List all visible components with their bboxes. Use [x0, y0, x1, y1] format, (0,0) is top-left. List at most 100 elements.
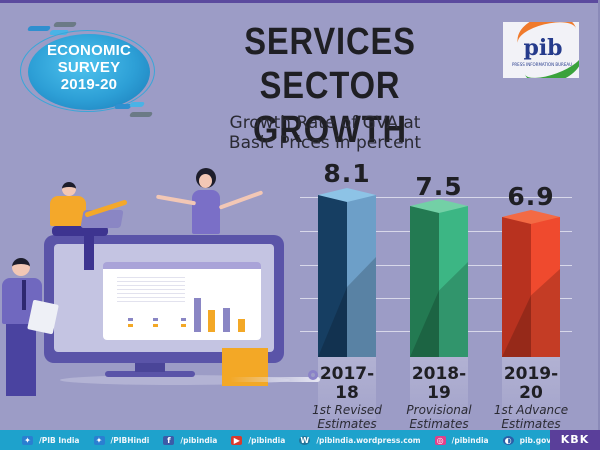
footer-label: /pibindia: [180, 435, 218, 445]
mini-legend: [181, 318, 186, 321]
estimate-note-part: Estimates: [409, 417, 469, 431]
footer-label: /pibindia: [248, 435, 286, 445]
pib-logo: pib PRESS INFORMATION BUREAU: [503, 22, 579, 78]
mini-legend: [128, 318, 133, 321]
year-label-part: 2019-: [503, 364, 559, 384]
person-yellow-shirt: [50, 196, 86, 226]
page-title: SERVICES SECTOR GROWTH: [175, 20, 485, 152]
twitter-icon: ✦: [93, 435, 105, 445]
subtitle-line-1: Growth Rate of GVA at: [229, 113, 421, 133]
person-arm: [218, 190, 264, 210]
estimate-note-2019-20: 1st Advance Estimates: [481, 403, 581, 431]
bar-front-face: [502, 217, 531, 357]
person-head: [12, 258, 30, 276]
year-label-2018-19: 2018- 19: [399, 365, 479, 403]
mini-bar: [208, 310, 215, 332]
bar-pedestal: [410, 357, 468, 419]
wordpress-icon: W: [299, 435, 311, 445]
footer-website[interactable]: ◐ pib.gov.in: [502, 435, 561, 445]
footer-instagram[interactable]: ◎ /pibindia: [434, 435, 489, 445]
youtube-icon: ▶: [231, 435, 243, 445]
person-legs: [84, 232, 94, 270]
bar-pedestal: [502, 357, 560, 419]
ring-decoration: [308, 370, 318, 380]
estimate-note-part: Provisional: [406, 403, 472, 417]
year-label-part: 20: [519, 383, 543, 403]
bar-side-face: [531, 217, 560, 357]
estimate-note-part: Estimates: [317, 417, 377, 431]
badge-line-economic: ECONOMIC: [46, 42, 132, 59]
chart-subtitle: Growth Rate of GVA at Basic Prices in pe…: [175, 113, 475, 153]
year-label-part: 19: [427, 383, 451, 403]
footer-twitter-pibindia[interactable]: ✦ /PIB India: [22, 435, 80, 445]
estimate-note-2018-19: Provisional Estimates: [389, 403, 489, 431]
bar-pedestal: [318, 357, 376, 419]
estimate-note-part: 1st Revised: [312, 403, 382, 417]
light-streak: [230, 377, 320, 382]
footer-youtube[interactable]: ▶ /pibindia: [231, 435, 286, 445]
monitor-stand-neck: [135, 363, 165, 372]
year-label-2019-20: 2019- 20: [491, 365, 571, 403]
year-label-part: 18: [335, 383, 359, 403]
badge-dash-decoration: [52, 22, 78, 27]
person-arm: [155, 194, 197, 206]
value-label-2019-20: 6.9: [507, 182, 555, 211]
kbk-tag: KBK: [550, 430, 600, 450]
bar-top-face: [318, 188, 376, 202]
footer-facebook[interactable]: f /pibindia: [163, 435, 218, 445]
facebook-icon: f: [163, 435, 175, 445]
bar-top-face: [502, 210, 560, 224]
pib-logo-subtext: PRESS INFORMATION BUREAU: [511, 62, 573, 67]
year-label-part: 2018-: [411, 364, 467, 384]
mini-bar: [238, 319, 245, 332]
footer-twitter-pibhindi[interactable]: ✦ /PIBHindi: [93, 435, 150, 445]
footer-label: /PIB India: [39, 435, 80, 445]
mini-bar: [194, 298, 201, 332]
estimate-note-part: 1st Advance: [493, 403, 569, 417]
footer-label: /pibindia: [451, 435, 489, 445]
pib-logo-text: pib: [523, 35, 563, 61]
twitter-icon: ✦: [22, 435, 33, 445]
text-lines: [117, 277, 185, 305]
footer-label: /PIBHindi: [110, 435, 150, 445]
badge-ring: [20, 30, 155, 112]
badge-line-survey: SURVEY: [57, 59, 121, 76]
badge-line-year: 2019-20: [60, 76, 118, 93]
instagram-icon: ◎: [434, 435, 446, 445]
bar-side-face: [439, 206, 468, 357]
social-footer: ✦ /PIB India ✦ /PIBHindi f /pibindia ▶ /…: [0, 430, 600, 450]
mini-legend: [153, 318, 158, 321]
people-with-monitor-illustration: [0, 160, 300, 425]
economic-survey-badge: ECONOMIC SURVEY 2019-20: [20, 22, 155, 117]
footer-wordpress[interactable]: W /pibindia.wordpress.com: [299, 435, 421, 445]
globe-icon: ◐: [502, 435, 514, 445]
mini-legend: [181, 324, 186, 327]
person-tie: [22, 280, 26, 310]
bar-2018-19: [410, 199, 468, 357]
bar-2019-20: [502, 210, 560, 357]
monitor-stand-base: [105, 371, 195, 377]
badge-dash-decoration: [26, 26, 52, 31]
footer-label: /pibindia.wordpress.com: [316, 435, 421, 445]
estimate-note-part: Estimates: [501, 417, 561, 431]
title-line-2: GROWTH: [252, 109, 407, 151]
gridline: [300, 197, 572, 198]
top-border: [0, 0, 600, 3]
badge-dash-decoration: [128, 102, 146, 107]
subtitle-line-2: Basic Prices in percent: [228, 133, 422, 153]
badge-dash-decoration: [128, 112, 154, 117]
floor-shadow: [60, 375, 290, 385]
person-legs: [52, 226, 108, 236]
badge-text: ECONOMIC SURVEY 2019-20: [28, 42, 150, 93]
value-label-2018-19: 7.5: [415, 172, 463, 201]
person-head: [62, 182, 76, 196]
mini-legend: [153, 324, 158, 327]
bar-front-face: [410, 206, 439, 357]
year-label-2017-18: 2017- 18: [307, 365, 387, 403]
badge-disc: [28, 34, 150, 110]
bar-front-face: [318, 195, 347, 357]
person-purple-top: [192, 190, 220, 234]
bar-top-face: [410, 199, 468, 213]
value-label-2017-18: 8.1: [323, 159, 371, 188]
bar-2017-18: [318, 188, 376, 357]
